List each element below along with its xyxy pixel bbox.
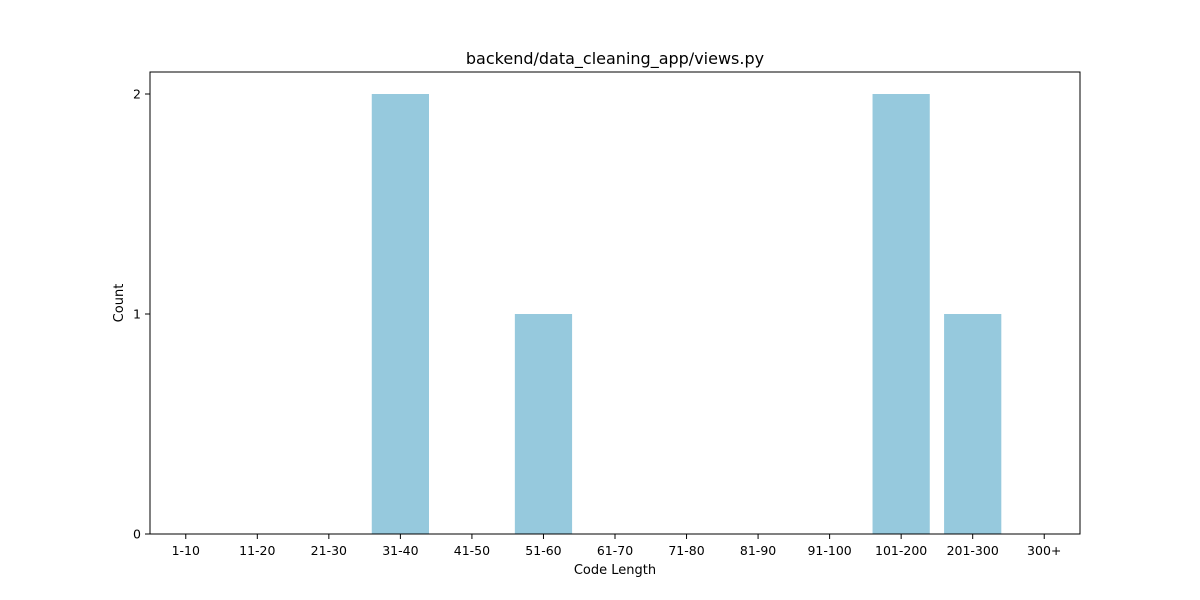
plot-frame — [149, 71, 1081, 535]
x-tick-label: 31-40 — [382, 543, 418, 558]
axes-layer: 1-10 11-20 21-30 31-40 41-50 51-60 61-70 71-80 8… — [133, 71, 1081, 558]
x-tick-label: 101-200 — [875, 543, 927, 558]
chart-title: backend/data_cleaning_app/views.py — [466, 49, 764, 69]
x-tick-label: 41-50 — [454, 543, 490, 558]
x-axis-label: Code Length — [574, 563, 656, 578]
bar — [371, 94, 429, 534]
x-tick-label: 201-300 — [947, 543, 999, 558]
x-tick-label: 61-70 — [597, 543, 633, 558]
y-tick-label: 0 — [133, 527, 141, 542]
bar — [514, 314, 573, 534]
y-tick-label: 1 — [133, 307, 141, 322]
bar — [872, 94, 930, 534]
x-tick-label: 1-10 — [172, 543, 200, 558]
x-tick-label: 91-100 — [807, 543, 851, 558]
x-tick-label: 51-60 — [525, 543, 561, 558]
bar — [944, 314, 1002, 534]
bars-layer — [371, 94, 1002, 534]
x-tick-label: 21-30 — [311, 543, 347, 558]
y-axis-label: Count — [112, 284, 127, 323]
x-tick-label: 11-20 — [239, 543, 275, 558]
x-tick-label: 300+ — [1027, 543, 1061, 558]
x-tick-label: 81-90 — [740, 543, 776, 558]
x-tick-label: 71-80 — [668, 543, 704, 558]
y-tick-label: 2 — [133, 87, 141, 102]
